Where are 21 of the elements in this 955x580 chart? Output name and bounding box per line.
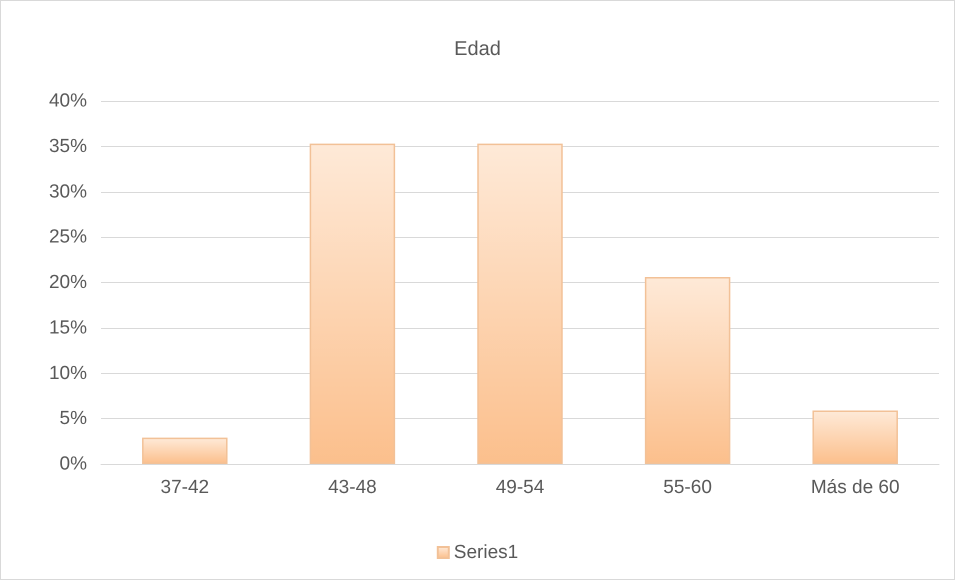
legend-label: Series1 — [454, 542, 518, 563]
x-tick-label: 55-60 — [663, 477, 712, 498]
bar — [310, 144, 396, 464]
x-tick-label: Más de 60 — [810, 477, 900, 498]
chart-title: Edad — [454, 38, 501, 60]
y-tick-label: 10% — [48, 362, 88, 384]
y-tick-label: 25% — [48, 226, 88, 248]
bar — [477, 144, 563, 464]
y-tick-label: 30% — [48, 181, 88, 202]
y-tick-label: 35% — [48, 136, 88, 157]
bar — [142, 438, 228, 464]
bar — [812, 410, 898, 464]
y-tick-label: 20% — [48, 272, 88, 293]
y-tick-label: 15% — [48, 317, 88, 338]
x-tick-label: 43-48 — [328, 477, 377, 498]
y-tick-label: 40% — [48, 90, 88, 112]
x-tick-label: 37-42 — [160, 477, 210, 498]
x-tick-label: 49-54 — [496, 477, 545, 498]
bar — [644, 277, 730, 464]
y-tick-label: 5% — [60, 408, 88, 430]
y-tick-label: 0% — [60, 454, 88, 474]
